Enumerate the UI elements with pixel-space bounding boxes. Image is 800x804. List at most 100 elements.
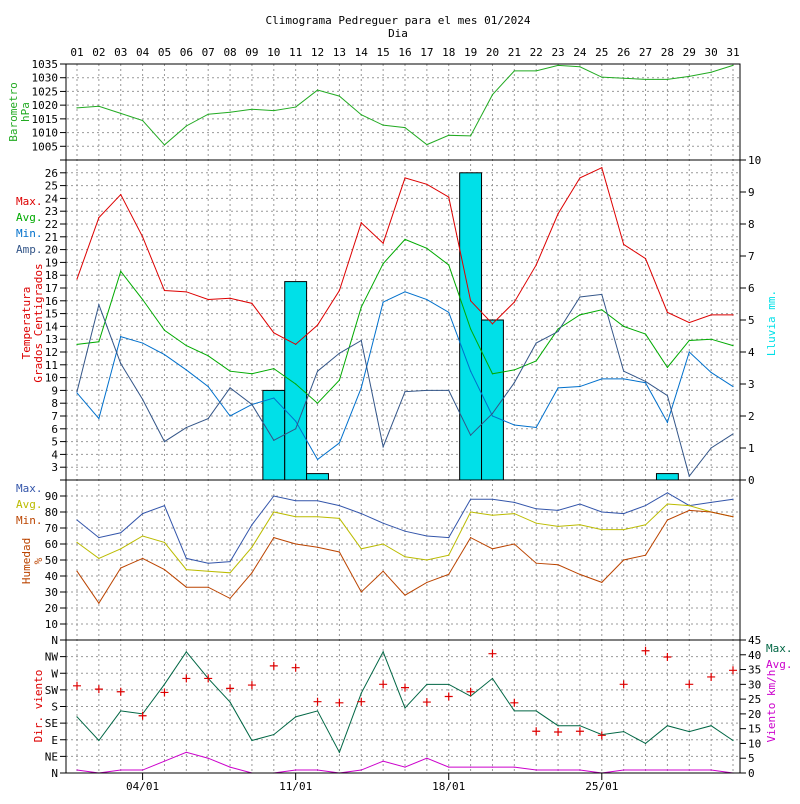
humidity-tick-label: 10 xyxy=(45,618,58,631)
humidity-point xyxy=(557,564,559,566)
wind-direction-marker xyxy=(335,698,344,707)
humidity-point xyxy=(98,537,100,539)
pressure-point xyxy=(76,107,78,109)
wind-point xyxy=(142,769,144,771)
temp-point xyxy=(426,247,428,249)
temp-point xyxy=(163,441,166,443)
wind-direction-marker xyxy=(554,727,563,736)
day-tick-label: 29 xyxy=(683,46,696,59)
temp-point xyxy=(688,475,690,477)
humidity-point xyxy=(163,569,166,571)
humidity-point xyxy=(229,561,231,563)
wind-speed-tick-label: 5 xyxy=(748,752,755,765)
temp-legend-avg: Avg. xyxy=(16,211,43,224)
pressure-axis-unit: hPa xyxy=(19,102,32,122)
pressure-point xyxy=(666,78,669,80)
wind-point xyxy=(382,651,384,653)
wind-point xyxy=(76,769,78,771)
temp-point xyxy=(142,298,144,301)
pressure-point xyxy=(491,94,494,96)
humidity-tick-label: 80 xyxy=(45,506,58,519)
temp-point xyxy=(710,314,712,316)
day-tick-label: 09 xyxy=(245,46,258,59)
wind-point xyxy=(185,651,187,653)
temp-point xyxy=(273,439,275,441)
wind-point xyxy=(579,725,581,727)
pressure-point xyxy=(623,77,625,79)
temp-axis-unit: Grados Centigrados xyxy=(32,263,45,382)
humidity-point xyxy=(666,503,669,505)
chart-subtitle: Dia xyxy=(388,27,408,40)
temp-point xyxy=(644,333,647,335)
day-tick-label: 16 xyxy=(398,46,411,59)
pressure-point xyxy=(579,66,581,68)
pressure-point xyxy=(404,127,406,129)
humidity-point xyxy=(76,541,78,544)
humidity-point xyxy=(644,554,647,556)
day-tick-label: 19 xyxy=(464,46,477,59)
temp-point xyxy=(360,387,362,389)
humidity-point xyxy=(688,505,690,507)
wind-dir-tick-label: S xyxy=(51,701,58,714)
humidity-point xyxy=(338,551,340,553)
temp-tick-label: 19 xyxy=(45,256,58,269)
wind-dir-tick-label: N xyxy=(51,634,58,647)
day-tick-label: 02 xyxy=(92,46,105,59)
rain-axis-title: Lluvia mm. xyxy=(765,290,778,356)
humidity-point xyxy=(142,535,144,537)
day-tick-label: 11 xyxy=(289,46,302,59)
wind-speed-tick-label: 0 xyxy=(748,767,755,780)
rain-bar xyxy=(459,172,483,481)
humidity-point xyxy=(491,514,494,516)
pressure-point xyxy=(448,134,450,136)
humidity-point xyxy=(98,557,100,560)
wind-direction-marker xyxy=(488,649,497,658)
pressure-axis-title: Barometro hPa xyxy=(7,82,32,142)
wind-point xyxy=(688,769,690,771)
day-tick-label: 23 xyxy=(551,46,564,59)
temp-point xyxy=(207,417,209,420)
wind-point xyxy=(360,692,362,694)
day-tick-label: 12 xyxy=(311,46,324,59)
temp-point xyxy=(273,368,275,370)
wind-point xyxy=(163,683,166,685)
humidity-point xyxy=(688,509,690,511)
temp-point xyxy=(601,378,603,380)
temp-point xyxy=(251,403,253,406)
wind-point xyxy=(732,739,734,742)
humidity-point xyxy=(251,546,253,548)
temp-point xyxy=(404,238,406,240)
temp-point xyxy=(623,378,625,380)
temp-point xyxy=(120,270,122,272)
humidity-point xyxy=(448,537,450,539)
pressure-tick-label: 1025 xyxy=(32,85,59,98)
temp-point xyxy=(601,293,603,295)
temp-tick-label: 21 xyxy=(45,231,58,244)
humidity-point xyxy=(535,562,537,564)
temp-point xyxy=(338,442,340,444)
temp-point xyxy=(295,428,297,430)
day-tick-label: 30 xyxy=(705,46,718,59)
humidity-point xyxy=(404,594,406,596)
wind-direction-marker xyxy=(663,652,672,661)
humidity-point xyxy=(163,541,166,544)
day-tick-label: 10 xyxy=(267,46,280,59)
temp-point xyxy=(185,426,187,429)
rain-tick-label: 9 xyxy=(748,186,755,199)
pressure-point xyxy=(163,144,166,146)
pressure-point xyxy=(513,70,515,72)
temp-point xyxy=(470,300,472,302)
temp-point xyxy=(338,289,340,292)
humidity-point xyxy=(273,495,275,497)
day-tick-label: 05 xyxy=(158,46,171,59)
wind-direction-marker xyxy=(685,680,694,689)
humidity-point xyxy=(120,567,122,569)
wind-direction-marker xyxy=(73,681,81,690)
humidity-point xyxy=(338,505,340,507)
temp-point xyxy=(142,398,144,400)
humidity-point xyxy=(426,559,428,561)
pressure-axis-label: Barometro xyxy=(7,82,20,142)
temp-point xyxy=(601,167,603,169)
rain-tick-label: 2 xyxy=(748,410,755,423)
